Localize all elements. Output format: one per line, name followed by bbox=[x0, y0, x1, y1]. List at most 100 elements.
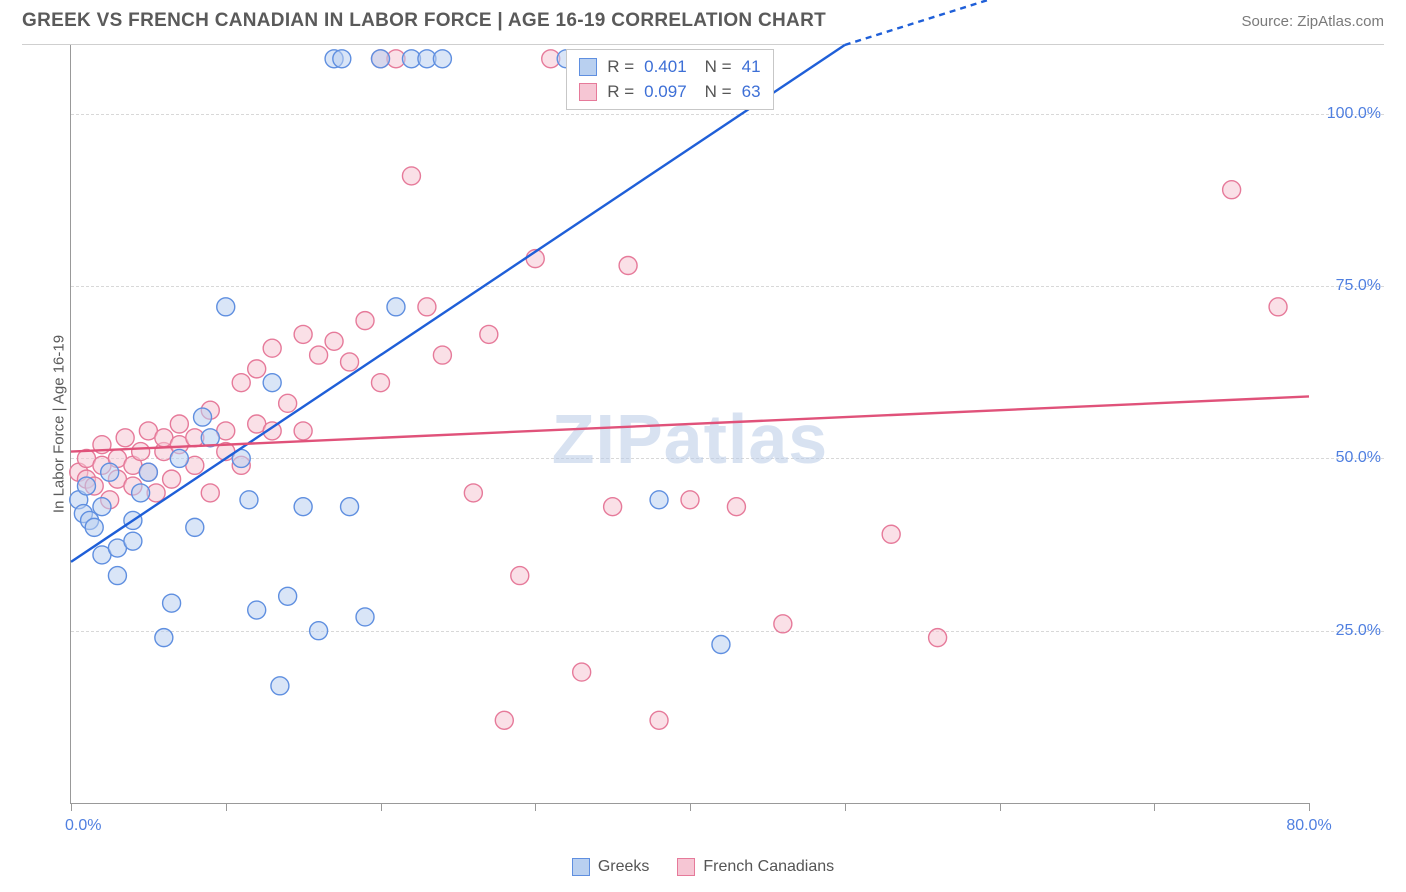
data-point bbox=[85, 518, 103, 536]
n-value: 41 bbox=[742, 55, 761, 80]
data-point bbox=[77, 477, 95, 495]
data-point bbox=[882, 525, 900, 543]
data-point bbox=[402, 167, 420, 185]
data-point bbox=[170, 415, 188, 433]
data-point bbox=[418, 298, 436, 316]
legend-label: Greeks bbox=[598, 858, 650, 876]
series-swatch bbox=[579, 83, 597, 101]
y-tick-label: 25.0% bbox=[1336, 622, 1381, 640]
data-point bbox=[263, 339, 281, 357]
data-point bbox=[356, 312, 374, 330]
data-point bbox=[248, 601, 266, 619]
data-point bbox=[248, 360, 266, 378]
data-point bbox=[279, 587, 297, 605]
chart-header: GREEK VS FRENCH CANADIAN IN LABOR FORCE … bbox=[0, 0, 1406, 38]
x-tick bbox=[690, 803, 691, 811]
data-point bbox=[727, 498, 745, 516]
data-point bbox=[108, 567, 126, 585]
plot-region: In Labor Force | Age 16-19 ZIPatlas 25.0… bbox=[70, 45, 1309, 804]
data-point bbox=[333, 50, 351, 68]
data-point bbox=[573, 663, 591, 681]
x-tick bbox=[1000, 803, 1001, 811]
data-point bbox=[101, 463, 119, 481]
data-point bbox=[619, 257, 637, 275]
scatter-svg bbox=[71, 45, 1309, 803]
legend: Greeks French Canadians bbox=[0, 858, 1406, 876]
data-point bbox=[163, 594, 181, 612]
data-point bbox=[170, 449, 188, 467]
x-tick bbox=[381, 803, 382, 811]
data-point bbox=[604, 498, 622, 516]
stats-row: R =0.097N =63 bbox=[579, 80, 760, 105]
x-tick bbox=[1154, 803, 1155, 811]
legend-swatch bbox=[572, 858, 590, 876]
stats-row: R = 0.401 N = 41 bbox=[579, 55, 760, 80]
data-point bbox=[480, 325, 498, 343]
y-tick-label: 100.0% bbox=[1327, 105, 1381, 123]
data-point bbox=[294, 498, 312, 516]
data-point bbox=[356, 608, 374, 626]
data-point bbox=[341, 353, 359, 371]
data-point bbox=[650, 491, 668, 509]
data-point bbox=[372, 50, 390, 68]
n-label: N = bbox=[705, 55, 732, 80]
data-point bbox=[464, 484, 482, 502]
data-point bbox=[279, 394, 297, 412]
x-tick-label: 0.0% bbox=[65, 817, 101, 835]
y-tick-label: 50.0% bbox=[1336, 449, 1381, 467]
data-point bbox=[774, 615, 792, 633]
x-tick bbox=[71, 803, 72, 811]
data-point bbox=[271, 677, 289, 695]
data-point bbox=[155, 629, 173, 647]
data-point bbox=[263, 374, 281, 392]
trend-line bbox=[71, 45, 845, 562]
data-point bbox=[294, 325, 312, 343]
x-tick bbox=[535, 803, 536, 811]
chart-title: GREEK VS FRENCH CANADIAN IN LABOR FORCE … bbox=[22, 10, 826, 32]
n-value: 63 bbox=[742, 80, 761, 105]
legend-item: Greeks bbox=[572, 858, 650, 876]
data-point bbox=[929, 629, 947, 647]
data-point bbox=[387, 298, 405, 316]
data-point bbox=[201, 484, 219, 502]
r-label: R = bbox=[607, 55, 634, 80]
data-point bbox=[132, 484, 150, 502]
data-point bbox=[294, 422, 312, 440]
x-tick-label: 80.0% bbox=[1286, 817, 1331, 835]
data-point bbox=[186, 518, 204, 536]
data-point bbox=[433, 346, 451, 364]
data-point bbox=[1223, 181, 1241, 199]
data-point bbox=[433, 50, 451, 68]
data-point bbox=[495, 711, 513, 729]
data-point bbox=[240, 491, 258, 509]
data-point bbox=[124, 532, 142, 550]
series-swatch bbox=[579, 58, 597, 76]
chart-area: In Labor Force | Age 16-19 ZIPatlas 25.0… bbox=[22, 44, 1384, 836]
x-tick bbox=[845, 803, 846, 811]
legend-swatch bbox=[677, 858, 695, 876]
data-point bbox=[310, 622, 328, 640]
data-point bbox=[681, 491, 699, 509]
data-point bbox=[650, 711, 668, 729]
data-point bbox=[217, 298, 235, 316]
x-tick bbox=[226, 803, 227, 811]
data-point bbox=[194, 408, 212, 426]
data-point bbox=[139, 463, 157, 481]
source-attribution: Source: ZipAtlas.com bbox=[1241, 13, 1384, 30]
data-point bbox=[116, 429, 134, 447]
stats-box: R = 0.401 N = 41R = 0.097 N = 63 bbox=[566, 49, 773, 110]
data-point bbox=[372, 374, 390, 392]
x-tick bbox=[1309, 803, 1310, 811]
n-label: N = bbox=[705, 80, 732, 105]
legend-item: French Canadians bbox=[677, 858, 834, 876]
data-point bbox=[310, 346, 328, 364]
r-value: 0.401 bbox=[644, 55, 687, 80]
y-tick-label: 75.0% bbox=[1336, 277, 1381, 295]
data-point bbox=[341, 498, 359, 516]
data-point bbox=[511, 567, 529, 585]
data-point bbox=[232, 374, 250, 392]
data-point bbox=[93, 498, 111, 516]
r-value: 0.097 bbox=[644, 80, 687, 105]
data-point bbox=[1269, 298, 1287, 316]
data-point bbox=[132, 443, 150, 461]
